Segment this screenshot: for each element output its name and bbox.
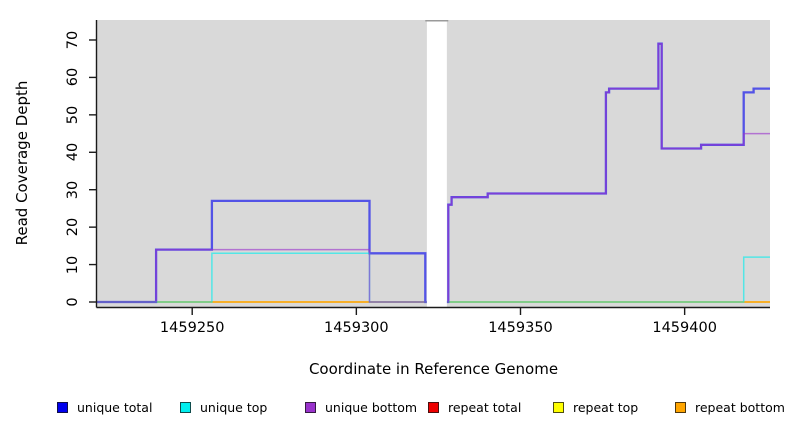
y-tick-label: 0 (65, 297, 81, 307)
legend-item-label: unique top (200, 399, 268, 415)
x-tick-label: 1459300 (324, 320, 389, 336)
legend-item-label: unique bottom (325, 399, 418, 415)
legend-swatch-icon (305, 401, 316, 413)
legend-swatch-icon (675, 401, 686, 413)
y-axis-label: Read Coverage Depth (13, 80, 31, 246)
legend-swatch-icon (553, 401, 564, 413)
legend-swatch-icon (57, 401, 68, 413)
no-data-gap-band (426, 21, 447, 307)
legend-swatch-icon (428, 401, 439, 413)
y-tick-label: 20 (65, 217, 81, 237)
legend-item-unique-bottom: unique bottom (305, 396, 417, 418)
legend-item-label: unique total (77, 399, 153, 415)
legend-item-unique-top: unique top (180, 396, 267, 418)
series-unique-bottom (97, 42, 770, 303)
y-tick-label: 40 (65, 143, 81, 162)
legend-item-repeat-bottom: repeat bottom (675, 396, 785, 418)
x-tick-label: 1459350 (488, 320, 553, 336)
y-tick-label: 70 (65, 30, 81, 50)
x-axis-label: Coordinate in Reference Genome (308, 360, 559, 378)
y-tick-label: 30 (65, 180, 81, 199)
legend-item-label: repeat bottom (695, 399, 785, 415)
legend-item-repeat-total: repeat total (428, 396, 521, 418)
legend: unique total unique top unique bottom repea… (0, 396, 792, 420)
y-tick-label: 50 (65, 105, 81, 125)
legend-item-unique-total: unique total (57, 396, 152, 418)
legend-item-label: repeat total (448, 399, 522, 415)
y-tick-label: 60 (65, 68, 81, 87)
y-tick-label: 10 (65, 255, 81, 274)
x-tick-label: 1459250 (159, 320, 225, 336)
x-tick-label: 1459400 (652, 320, 717, 336)
legend-item-label: repeat top (573, 399, 639, 415)
legend-swatch-icon (180, 401, 191, 413)
legend-item-repeat-top: repeat top (553, 396, 638, 418)
